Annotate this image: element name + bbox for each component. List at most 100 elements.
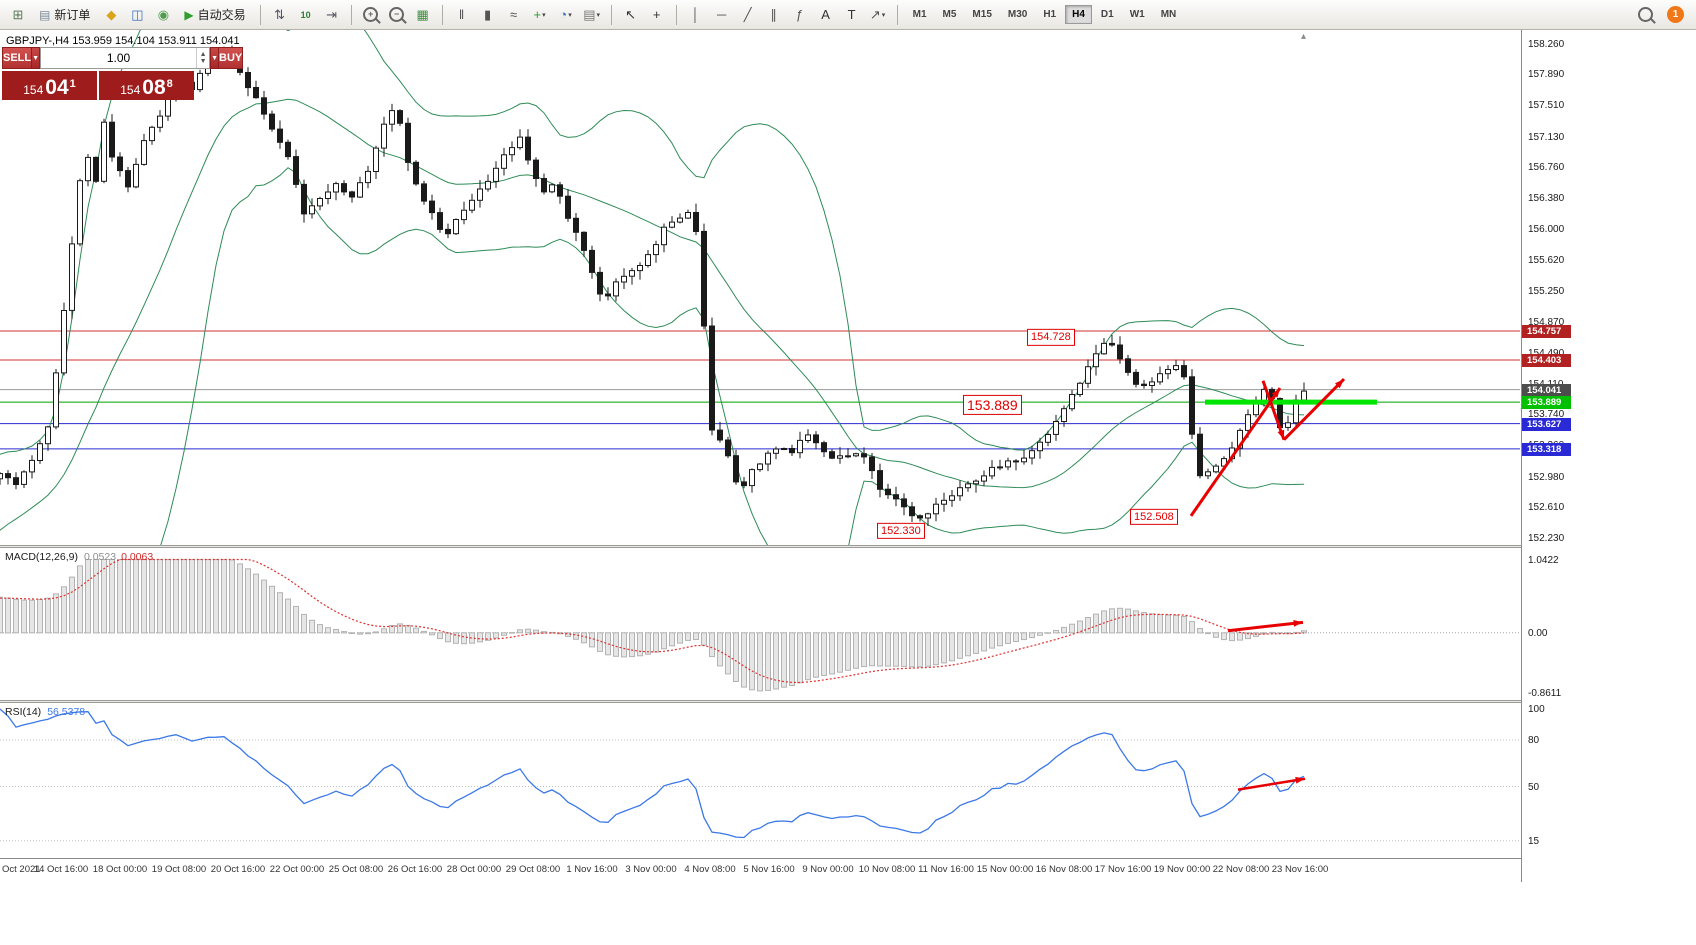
channel-icon[interactable]: ∥ (770, 6, 777, 22)
fibonacci-icon[interactable]: ƒ (795, 7, 804, 22)
macd-axis-label: 0.00 (1528, 627, 1548, 639)
text-icon[interactable]: A (821, 7, 830, 22)
chart-annotations-layer: 154.728 153.889 152.508 152.330 (0, 30, 1522, 545)
price-axis-label: 156.760 (1528, 161, 1565, 173)
time-axis-label: 14 Oct 16:00 (33, 864, 89, 875)
price-tag: 154.041 (1522, 383, 1571, 397)
tile-windows-icon[interactable]: ▦ (416, 6, 429, 22)
price-axis-label: 152.230 (1528, 533, 1565, 544)
bar-chart-icon[interactable]: ‖ (458, 7, 465, 22)
price-axis-label: 156.380 (1528, 193, 1565, 204)
zoom-out-icon[interactable]: − (385, 3, 409, 27)
trendline-icon[interactable]: ╱ (743, 6, 752, 22)
time-axis-label: 20 Oct 16:00 (210, 864, 266, 875)
crosshair-icon[interactable]: + (652, 7, 661, 22)
rsi-indicator-canvas[interactable] (0, 703, 1522, 858)
chart-annotation[interactable]: 152.508 (1130, 508, 1178, 525)
macd-main-value: 0.0523 (83, 551, 117, 563)
timeframe-m1-button[interactable]: M1 (912, 9, 927, 20)
sell-price-prefix: 154 (23, 82, 44, 97)
time-axis-label: 11 Nov 16:00 (918, 864, 974, 875)
shapes-icon[interactable]: ↗ ▾ (869, 6, 886, 22)
toolbar-separator (610, 4, 612, 25)
timeframe-d1-button[interactable]: D1 (1100, 9, 1114, 20)
price-axis[interactable]: 158.260 157.890 157.510 157.130 156.760 156.3… (1521, 30, 1571, 882)
toolbar-items: ⊞ ▤ 新订单 ◆ ◫ ◉ ▶ 自动交易 ⇅ 10 ⇥ + − ▦ ‖ ▮ ≈ + ▾ ◔ ▾ ▤ ▾ ↖ + │ ─ ╱ ∥ ƒ A T ↗ ▾… (6, 3, 1633, 27)
line-chart-icon[interactable]: ≈ (510, 7, 518, 22)
buy-caret-icon[interactable]: ▼ (210, 47, 218, 69)
volume-down-icon[interactable]: ▼ (199, 58, 207, 65)
price-axis-label: 155.620 (1528, 255, 1565, 267)
vertical-line-icon[interactable]: │ (691, 7, 700, 22)
sell-caret-icon[interactable]: ▼ (32, 47, 41, 69)
new-order-button[interactable]: ▤ 新订单 (39, 7, 91, 23)
label-icon[interactable]: T (847, 7, 856, 22)
time-axis-label: 16 Nov 08:00 (1035, 864, 1093, 875)
toolbar-right: 1 (1633, 3, 1690, 27)
rsi-axis-label: 100 (1528, 704, 1545, 715)
horizontal-line-icon[interactable]: ─ (717, 7, 727, 22)
sell-button[interactable]: SELL (2, 47, 33, 69)
price-axis-label: 152.610 (1528, 501, 1565, 513)
templates-icon[interactable]: ▤ ▾ (583, 6, 601, 22)
pane-splitter[interactable] (0, 700, 1570, 703)
price-axis-label: 158.260 (1528, 39, 1565, 50)
candlestick-icon[interactable]: ▮ (484, 6, 492, 22)
chart-annotation[interactable]: 152.330 (877, 522, 925, 539)
chart-annotation[interactable]: 154.728 (1027, 329, 1075, 346)
buy-label: BUY (219, 52, 243, 64)
notification-badge[interactable]: 1 (1667, 6, 1684, 23)
time-axis-label: 17 Nov 16:00 (1094, 864, 1152, 875)
timeframe-h1-button[interactable]: H1 (1043, 9, 1057, 20)
volume-up-icon[interactable]: ▲ (199, 51, 207, 58)
buy-price-sup: 8 (166, 78, 173, 90)
macd-axis-label: -0.8611 (1528, 688, 1562, 699)
symbol-info: GBPJPY-,H4 153.959 154.104 153.911 154.0… (6, 35, 240, 47)
macd-label: MACD(12,26,9) 0.0523 0.0063 (5, 551, 153, 563)
chart-window[interactable]: 154.728 153.889 152.508 152.330 GBPJPY-,H4 … (0, 30, 1571, 883)
chart-annotation[interactable]: 153.889 (963, 395, 1022, 416)
buy-button[interactable]: BUY (218, 47, 244, 69)
volume-input[interactable] (41, 48, 197, 68)
price-axis-label: 157.130 (1528, 131, 1565, 143)
periods-icon[interactable]: ◔ ▾ (559, 7, 572, 22)
cursor-icon[interactable]: ↖ (625, 6, 637, 22)
timeframe-mn-button[interactable]: MN (1160, 9, 1177, 20)
timeframe-m30-button[interactable]: M30 (1007, 9, 1028, 20)
rsi-axis-label: 15 (1528, 835, 1540, 847)
market-watch-icon[interactable]: ◫ (131, 6, 144, 22)
toolbar-separator (441, 4, 443, 25)
zoom-in-icon[interactable]: + (359, 3, 383, 27)
price-axis-label: 153.740 (1528, 409, 1565, 421)
macd-signal-value: 0.0063 (121, 551, 154, 563)
sell-label: SELL (3, 52, 32, 64)
refresh-icon[interactable]: ◉ (157, 6, 170, 22)
search-icon[interactable] (1633, 3, 1657, 27)
charts-icon[interactable]: ◆ (106, 6, 117, 22)
chart-shift-icon[interactable]: ⇥ (326, 6, 338, 22)
macd-axis-label: 1.0422 (1528, 555, 1559, 566)
bar-step-icon[interactable]: 10 (300, 9, 311, 20)
time-axis-label: 9 Nov 00:00 (802, 864, 854, 875)
timeframe-w1-button[interactable]: W1 (1129, 9, 1145, 20)
new-chart-icon[interactable]: ⊞ (12, 6, 24, 22)
price-tag: 154.757 (1522, 325, 1571, 338)
time-axis-label: 10 Nov 08:00 (858, 864, 916, 875)
price-chart-canvas[interactable] (0, 30, 1522, 545)
buy-price-display[interactable]: 154 08 8 (99, 71, 194, 100)
time-axis-label: 3 Nov 00:00 (625, 864, 677, 875)
timeframe-m5-button[interactable]: M5 (942, 9, 957, 20)
timeframe-h4-button[interactable]: H4 (1065, 5, 1092, 24)
auto-trading-button[interactable]: ▶ 自动交易 (184, 7, 246, 23)
sell-price-display[interactable]: 154 04 1 (2, 71, 97, 100)
data-window-icon[interactable]: ⇅ (274, 6, 286, 22)
time-axis[interactable]: Oct 2021 14 Oct 16:00 18 Oct 00:00 19 Oct 0… (0, 858, 1570, 883)
time-axis-label: 1 Nov 16:00 (566, 864, 618, 875)
time-axis-label: 29 Oct 08:00 (505, 864, 561, 875)
timeframe-m15-button[interactable]: M15 (972, 9, 992, 20)
macd-indicator-canvas[interactable] (0, 548, 1522, 700)
indicators-icon[interactable]: + ▾ (533, 7, 546, 22)
toolbar: ⊞ ▤ 新订单 ◆ ◫ ◉ ▶ 自动交易 ⇅ 10 ⇥ + − ▦ ‖ ▮ ≈ + ▾ ◔ ▾ ▤ ▾ ↖ + │ ─ ╱ ∥ ƒ A T ↗ ▾… (0, 0, 1696, 30)
pane-splitter[interactable] (0, 545, 1570, 548)
scroll-up-icon[interactable]: ▴ (1301, 31, 1307, 42)
